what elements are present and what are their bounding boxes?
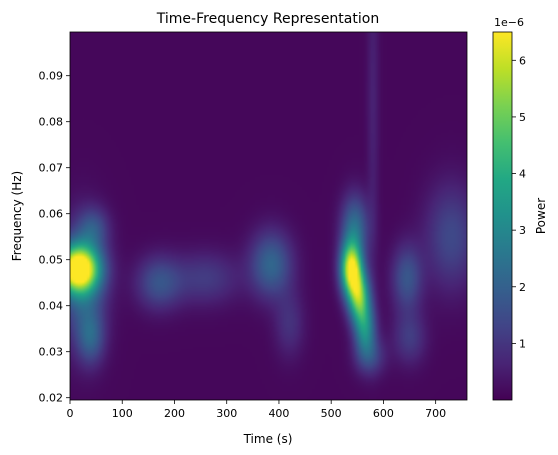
y-tick-label: 0.09 [39,70,64,83]
colorbar-tick-label: 5 [519,111,526,124]
x-axis-label: Time (s) [243,432,293,446]
y-tick-label: 0.07 [39,162,64,175]
y-tick-label: 0.05 [39,254,64,267]
y-tick-label: 0.02 [39,392,64,405]
x-axis-ticks: 0 100 200 300 400 500 600 700 [67,400,446,420]
x-tick-label: 700 [425,407,446,420]
x-tick-label: 400 [268,407,289,420]
x-tick-label: 500 [321,407,342,420]
heatmap-area [70,32,467,400]
colorbar-offset-text: 1e−6 [494,16,524,29]
colorbar-ticks: 1 2 3 4 5 6 [512,54,526,350]
colorbar-gradient [492,31,513,401]
x-tick-label: 100 [112,407,133,420]
chart-title: Time-Frequency Representation [156,11,379,27]
y-axis-ticks: 0.02 0.03 0.04 0.05 0.06 0.07 0.08 0.09 [39,70,70,405]
x-tick-label: 200 [164,407,185,420]
colorbar-tick-label: 1 [519,337,526,350]
colorbar-label: Power [534,198,548,234]
y-axis-label: Frequency (Hz) [10,171,24,262]
colorbar-tick-label: 3 [519,224,526,237]
x-tick-label: 0 [67,407,74,420]
colorbar-tick-label: 6 [519,54,526,67]
colorbar: 1 2 3 4 5 6 1e−6 Power [492,16,548,401]
x-tick-label: 300 [216,407,237,420]
y-tick-label: 0.06 [39,208,64,221]
heatmap-image [70,32,467,400]
y-tick-label: 0.03 [39,346,64,359]
colorbar-tick-label: 2 [519,281,526,294]
plot-frame [69,31,468,401]
colorbar-tick-label: 4 [519,168,526,181]
y-tick-label: 0.08 [39,116,64,129]
x-tick-label: 600 [373,407,394,420]
y-tick-label: 0.04 [39,300,64,313]
